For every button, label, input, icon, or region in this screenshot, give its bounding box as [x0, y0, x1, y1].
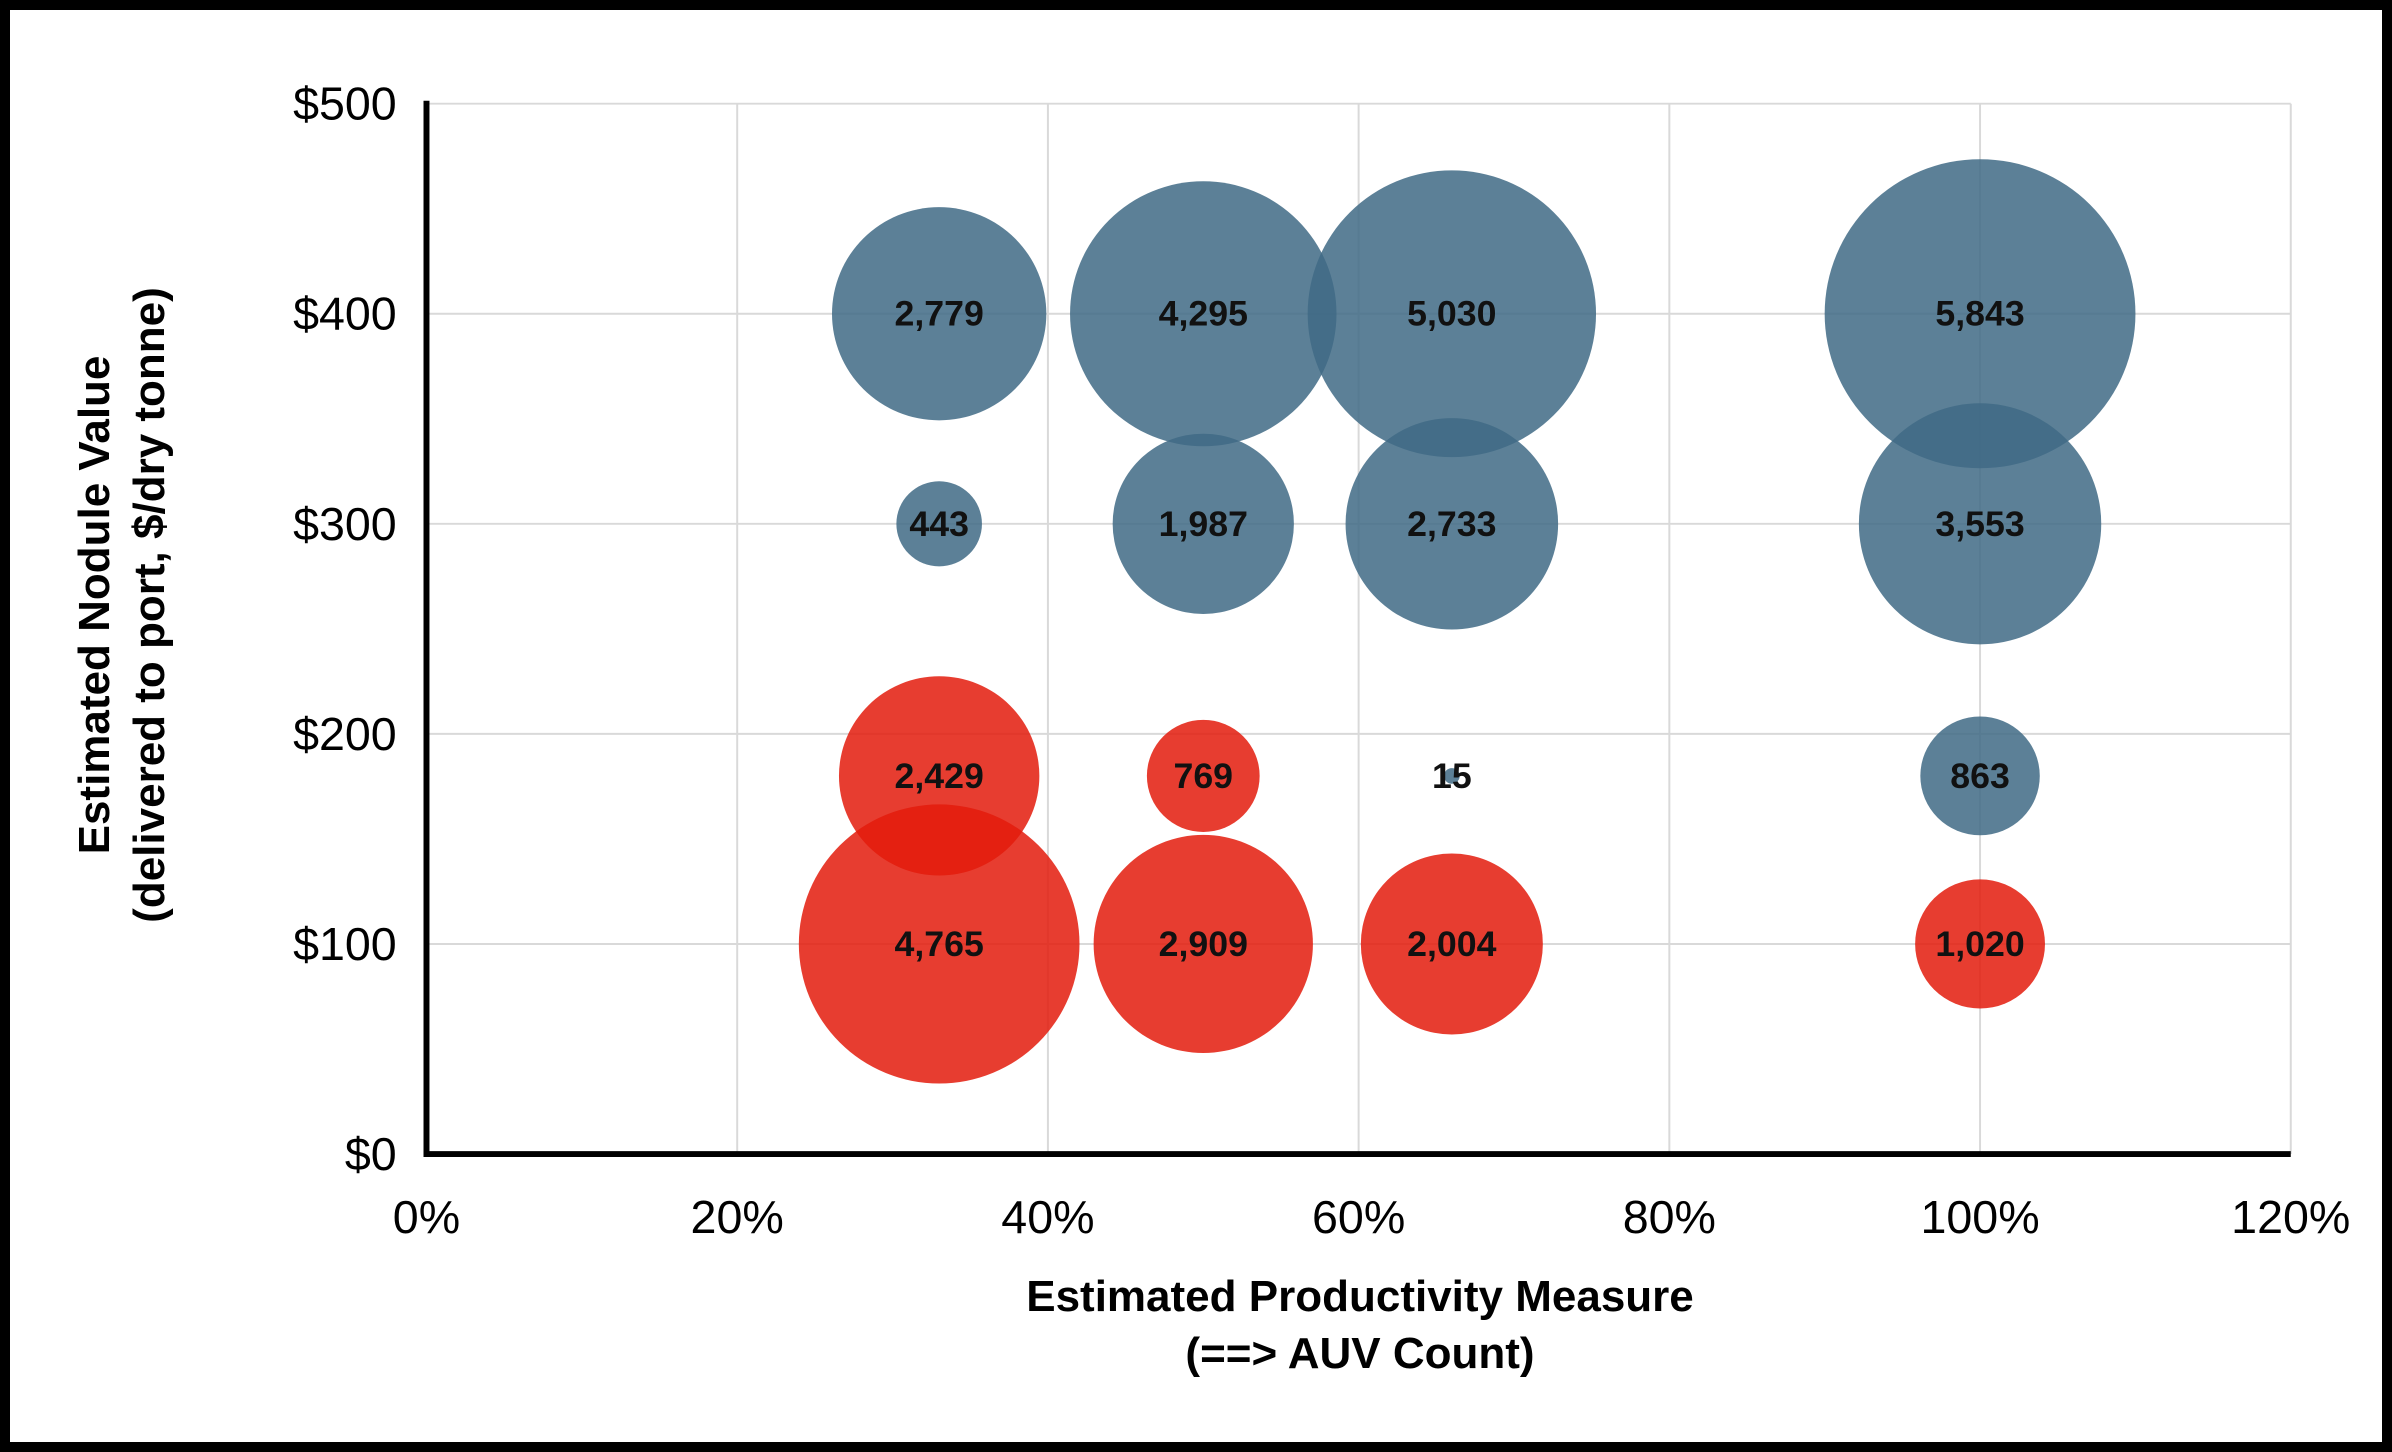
y-axis-title-line2: (delivered to port, $/dry tonne) [125, 287, 174, 923]
x-tick-label: 100% [1920, 1191, 2039, 1243]
x-tick-label: 80% [1623, 1191, 1716, 1243]
bubble-blue-positive [1345, 418, 1559, 630]
bubble-data-label: 2,733 [1407, 504, 1496, 544]
y-axis-title-line1: Estimated Nodule Value [70, 355, 119, 855]
x-tick-label: 120% [2231, 1191, 2350, 1243]
y-tick-label: $0 [345, 1128, 397, 1180]
bubble-blue-positive [1443, 768, 1460, 784]
bubble-blue-positive [1920, 716, 2040, 836]
bubble-data-label: 2,004 [1407, 924, 1497, 964]
bubble-data-label: 3,553 [1935, 504, 2024, 544]
bubble-blue-positive [1070, 181, 1337, 447]
bubble-red-negative [1915, 879, 2045, 1009]
bubble-data-label: 4,765 [895, 924, 984, 964]
x-axis-title: Estimated Productivity Measure (==> AUV … [1026, 1268, 1694, 1382]
bubble-data-label: 15 [1432, 756, 1472, 796]
bubble-data-label: 769 [1173, 756, 1233, 796]
bubble-data-label: 5,030 [1407, 294, 1496, 334]
bubble-data-label: 1,987 [1159, 504, 1248, 544]
bubble-data-label: 5,843 [1935, 294, 2024, 334]
bubble-red-negative [1360, 853, 1543, 1035]
bubble-blue-positive [896, 481, 982, 567]
bubble-data-label: 2,779 [895, 294, 984, 334]
x-tick-label: 60% [1312, 1191, 1405, 1243]
bubble-red-negative [798, 804, 1080, 1084]
bubble-data-label: 2,909 [1159, 924, 1248, 964]
bubble-data-label: 443 [909, 504, 969, 544]
y-tick-label: $100 [293, 918, 397, 970]
bubble-data-label: 863 [1950, 756, 2010, 796]
bubble-blue-positive [1112, 433, 1294, 614]
x-tick-label: 40% [1001, 1191, 1094, 1243]
y-tick-label: $300 [293, 498, 397, 550]
x-tick-label: 0% [393, 1191, 460, 1243]
bubble-red-negative [1093, 834, 1313, 1054]
y-tick-label: $500 [293, 78, 397, 130]
bubble-red-negative [1146, 719, 1260, 832]
bubble-chart-canvas: $0 $100 $200 $300 $400 $500 0% 20% 40% 60% 80% 100%… [293, 78, 2350, 1243]
x-axis-title-line1: Estimated Productivity Measure [1026, 1272, 1694, 1321]
x-axis-title-line2: (==> AUV Count) [1185, 1329, 1535, 1379]
y-tick-label: $400 [293, 288, 397, 340]
bubble-data-label: 4,295 [1159, 294, 1248, 334]
y-tick-label: $200 [293, 708, 397, 760]
bubble-data-label: 1,020 [1935, 924, 2024, 964]
bubble-blue-positive [1824, 159, 2136, 469]
bubble-blue-positive [1307, 170, 1597, 458]
bubble-blue-positive [832, 207, 1047, 421]
bubble-data-label: 2,429 [895, 756, 984, 796]
y-axis-title: Estimated Nodule Value (delivered to por… [67, 287, 177, 923]
x-tick-label: 20% [691, 1191, 784, 1243]
bubble-blue-positive [1858, 403, 2102, 645]
